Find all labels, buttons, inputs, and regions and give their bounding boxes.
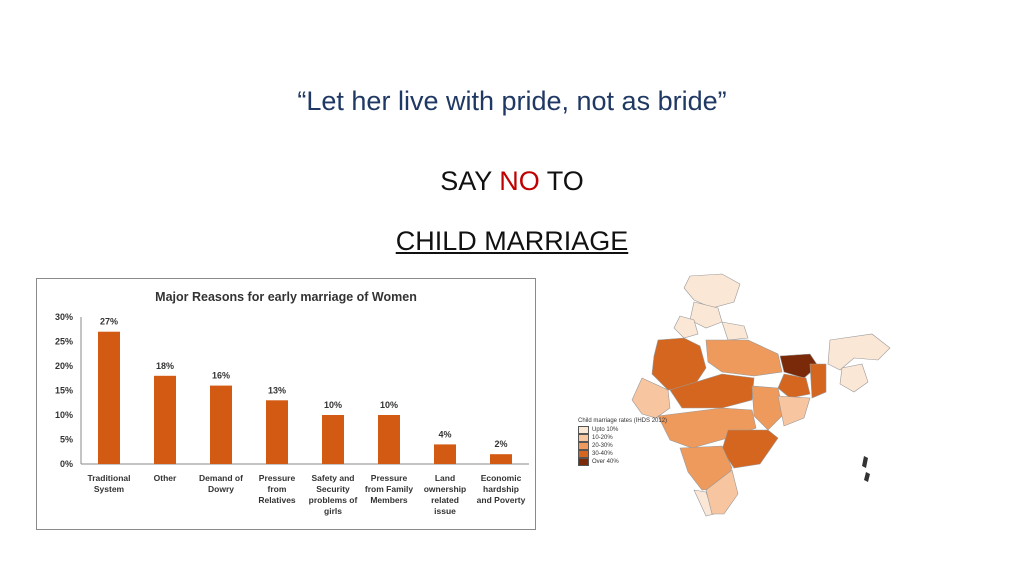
x-tick-label-line: Land bbox=[435, 473, 455, 483]
map-region-telangana-ap bbox=[721, 429, 779, 469]
x-tick-label: Pressure from Relatives bbox=[258, 473, 296, 505]
to-text: TO bbox=[546, 166, 584, 196]
map-region-northeast bbox=[827, 333, 891, 371]
legend-swatch bbox=[578, 450, 589, 458]
x-tick-label-line: Dowry bbox=[208, 484, 234, 494]
bar bbox=[154, 375, 176, 464]
bar bbox=[434, 444, 456, 464]
legend-item: Upto 10% bbox=[578, 426, 667, 434]
india-map-svg bbox=[631, 273, 891, 517]
map-legend-title: Child marriage rates (IHDS 2012) bbox=[578, 418, 668, 424]
bar-value-label: 2% bbox=[494, 439, 507, 449]
legend-label: 10-20% bbox=[592, 435, 613, 441]
map-region-jharkhand bbox=[777, 373, 811, 399]
legend-swatch bbox=[578, 442, 589, 450]
x-tick-label-line: System bbox=[94, 484, 125, 494]
bar bbox=[98, 331, 120, 464]
chart-title: Major Reasons for early marriage of Wome… bbox=[155, 290, 417, 304]
legend-label: 20-30% bbox=[592, 443, 613, 449]
map-region-odisha bbox=[777, 395, 811, 427]
map-region-tamilnadu bbox=[705, 469, 739, 515]
x-tick-label-line: from bbox=[268, 484, 287, 494]
x-tick-label-line: and Poverty bbox=[477, 495, 526, 505]
x-tick-label: Other bbox=[154, 473, 177, 483]
y-tick-label: 25% bbox=[55, 337, 73, 347]
map-region-northeast-south bbox=[839, 363, 869, 393]
map-region-gujarat bbox=[631, 377, 671, 419]
bar-value-label: 18% bbox=[156, 361, 174, 371]
bar bbox=[266, 400, 288, 464]
y-tick-label: 30% bbox=[55, 312, 73, 322]
legend-label: 30-40% bbox=[592, 451, 613, 457]
reasons-bar-chart: Major Reasons for early marriage of Wome… bbox=[36, 278, 536, 530]
map-islands bbox=[862, 456, 870, 482]
child-marriage-heading: CHILD MARRIAGE bbox=[395, 226, 629, 256]
x-tick-label-line: girls bbox=[324, 506, 342, 516]
x-tick-label-line: hardship bbox=[483, 484, 519, 494]
map-region-chhattisgarh bbox=[751, 385, 785, 431]
bar-value-label: 27% bbox=[100, 317, 118, 327]
legend-item: 20-30% bbox=[578, 442, 667, 450]
x-tick-label-line: Security bbox=[316, 484, 350, 494]
legend-item: 30-40% bbox=[578, 450, 667, 458]
map-legend: Child marriage rates (IHDS 2012) Upto 10… bbox=[578, 418, 667, 466]
y-tick-label: 0% bbox=[60, 459, 73, 469]
x-tick-label-line: Pressure bbox=[259, 473, 296, 483]
legend-swatch bbox=[578, 426, 589, 434]
map-region-north bbox=[683, 273, 741, 309]
x-tick-label: Safety and Security problems of girls bbox=[309, 473, 358, 516]
x-tick-label: Pressure from Family Members bbox=[365, 473, 413, 505]
legend-swatch bbox=[578, 434, 589, 442]
no-text: NO bbox=[499, 166, 540, 196]
y-tick-label: 5% bbox=[60, 435, 73, 445]
map-region-uttarakhand bbox=[721, 321, 749, 341]
y-tick-label: 20% bbox=[55, 361, 73, 371]
chart-svg: Major Reasons for early marriage of Wome… bbox=[55, 290, 529, 516]
bar-value-label: 10% bbox=[380, 400, 398, 410]
x-tick-label-line: problems of bbox=[309, 495, 358, 505]
x-tick-label-line: Economic bbox=[481, 473, 522, 483]
map-region-mp bbox=[669, 373, 755, 409]
x-tick-label-line: Safety and bbox=[312, 473, 355, 483]
x-tick-label: Traditional System bbox=[88, 473, 131, 494]
legend-item: 10-20% bbox=[578, 434, 667, 442]
x-tick-label-line: related bbox=[431, 495, 459, 505]
x-tick-label-line: Other bbox=[154, 473, 177, 483]
x-tick-label-line: issue bbox=[434, 506, 456, 516]
x-tick-label-line: Pressure bbox=[371, 473, 408, 483]
y-tick-label: 15% bbox=[55, 386, 73, 396]
x-tick-label: Land ownership related issue bbox=[424, 473, 467, 516]
slogan-quote: “Let her live with pride, not as bride” bbox=[297, 86, 727, 116]
bar bbox=[378, 415, 400, 464]
map-region-up bbox=[705, 339, 783, 377]
bar-value-label: 10% bbox=[324, 400, 342, 410]
map-region-himachal bbox=[689, 301, 723, 329]
x-tick-label-line: ownership bbox=[424, 484, 467, 494]
say-text: SAY bbox=[440, 166, 492, 196]
x-tick-label: Economic hardship and Poverty bbox=[477, 473, 526, 505]
map-region-punjab bbox=[673, 315, 699, 339]
y-tick-label: 10% bbox=[55, 410, 73, 420]
legend-item: Over 40% bbox=[578, 458, 667, 466]
x-tick-label-line: Members bbox=[370, 495, 408, 505]
x-tick-label-line: Traditional bbox=[88, 473, 131, 483]
legend-swatch bbox=[578, 458, 589, 466]
bar bbox=[210, 385, 232, 464]
india-child-marriage-map bbox=[572, 268, 912, 518]
legend-label: Over 40% bbox=[592, 459, 619, 465]
say-no-to-line: SAY NO TO bbox=[0, 166, 1024, 197]
x-tick-label-line: from Family bbox=[365, 484, 413, 494]
x-tick-label: Demand of Dowry bbox=[199, 473, 243, 494]
bar bbox=[490, 454, 512, 464]
bar-value-label: 16% bbox=[212, 371, 230, 381]
map-region-wb bbox=[809, 363, 827, 399]
x-tick-label-line: Demand of bbox=[199, 473, 243, 483]
bar-value-label: 4% bbox=[438, 429, 451, 439]
x-tick-label-line: Relatives bbox=[258, 495, 296, 505]
bar bbox=[322, 415, 344, 464]
bar-value-label: 13% bbox=[268, 385, 286, 395]
legend-label: Upto 10% bbox=[592, 427, 619, 433]
